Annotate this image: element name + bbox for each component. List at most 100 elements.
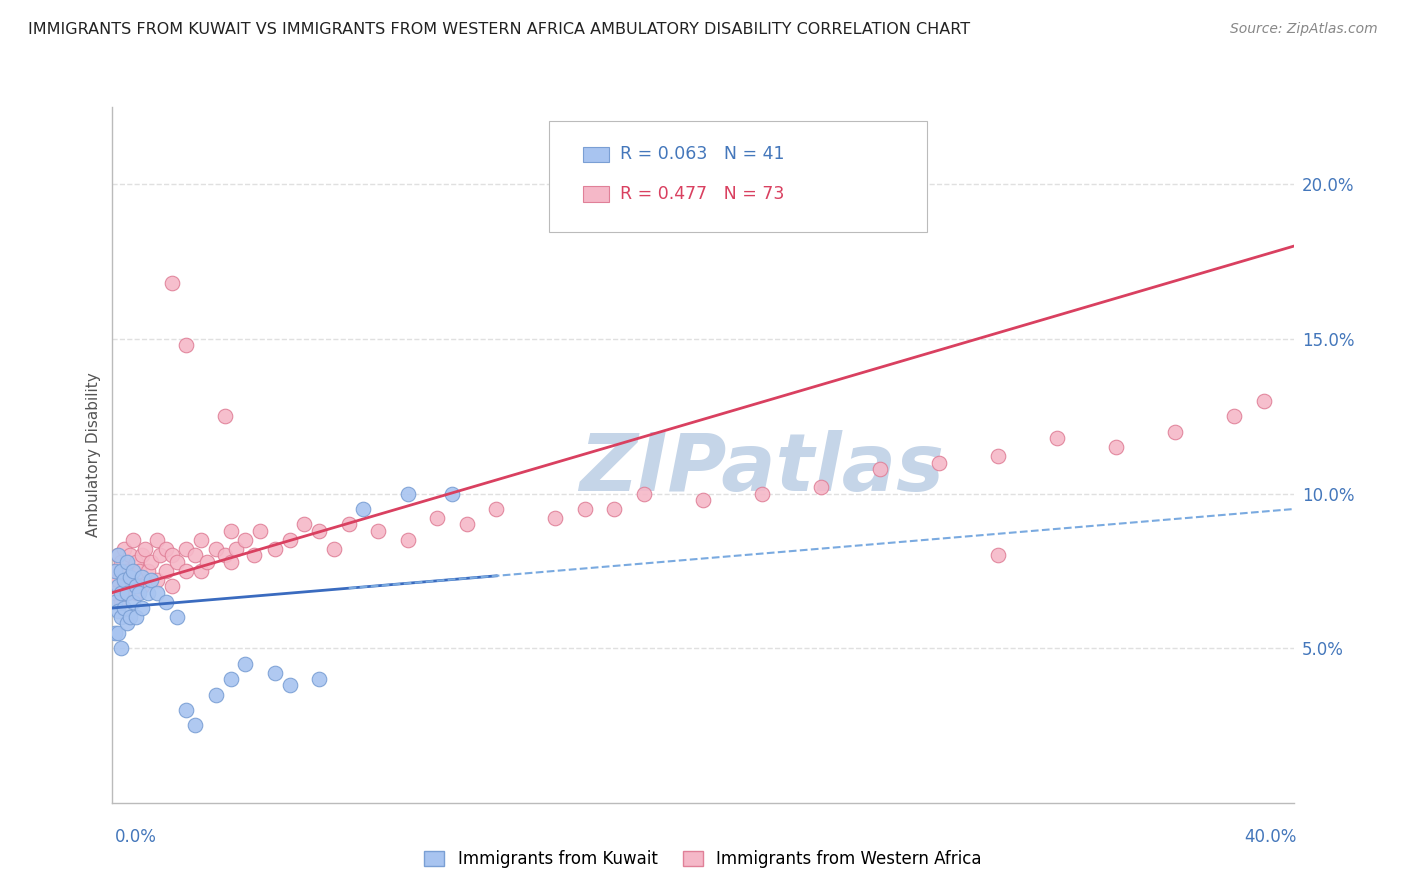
Point xyxy=(987,450,1010,464)
Point xyxy=(117,616,138,631)
Text: ZIPatlas: ZIPatlas xyxy=(579,430,945,508)
Point xyxy=(323,542,346,557)
Point xyxy=(308,672,330,686)
Point xyxy=(441,486,464,500)
Point xyxy=(233,533,256,547)
Point xyxy=(869,462,891,476)
Point xyxy=(149,549,172,563)
Point xyxy=(219,672,242,686)
Point xyxy=(134,542,156,557)
Point xyxy=(136,585,159,599)
Point xyxy=(110,564,132,578)
Point xyxy=(278,678,301,692)
Point xyxy=(128,564,150,578)
Point xyxy=(810,480,832,494)
Point xyxy=(485,502,508,516)
Point xyxy=(146,573,169,587)
Point xyxy=(112,579,135,593)
Point xyxy=(120,570,142,584)
Point xyxy=(278,533,301,547)
Text: 40.0%: 40.0% xyxy=(1244,828,1296,846)
Point xyxy=(633,486,655,500)
Point xyxy=(190,564,212,578)
Point xyxy=(136,564,159,578)
Point xyxy=(396,533,419,547)
FancyBboxPatch shape xyxy=(550,121,928,232)
Legend: Immigrants from Kuwait, Immigrants from Western Africa: Immigrants from Kuwait, Immigrants from … xyxy=(418,844,988,875)
Point xyxy=(928,456,950,470)
Point xyxy=(155,595,177,609)
Point xyxy=(120,573,142,587)
Y-axis label: Ambulatory Disability: Ambulatory Disability xyxy=(86,373,101,537)
Point xyxy=(184,718,207,732)
Point xyxy=(426,511,449,525)
Point xyxy=(125,555,148,569)
Point xyxy=(117,585,138,599)
Point xyxy=(337,517,360,532)
Point xyxy=(104,585,127,599)
Text: 0.0%: 0.0% xyxy=(115,828,157,846)
Point xyxy=(174,338,197,352)
Point xyxy=(131,549,153,563)
Point xyxy=(107,573,129,587)
Point xyxy=(139,555,162,569)
Point xyxy=(219,524,242,538)
Point xyxy=(751,486,773,500)
Point xyxy=(131,579,153,593)
Point xyxy=(243,549,266,563)
Point xyxy=(1253,393,1275,408)
Point xyxy=(107,604,129,618)
Point xyxy=(184,549,207,563)
Point xyxy=(107,549,129,563)
Text: IMMIGRANTS FROM KUWAIT VS IMMIGRANTS FROM WESTERN AFRICA AMBULATORY DISABILITY C: IMMIGRANTS FROM KUWAIT VS IMMIGRANTS FRO… xyxy=(28,22,970,37)
Point xyxy=(104,564,127,578)
Point xyxy=(174,703,197,717)
Point xyxy=(174,564,197,578)
Point xyxy=(166,555,188,569)
Point xyxy=(174,542,197,557)
Text: Source: ZipAtlas.com: Source: ZipAtlas.com xyxy=(1230,22,1378,37)
Point xyxy=(117,585,138,599)
Point xyxy=(110,555,132,569)
Point xyxy=(112,573,135,587)
Point xyxy=(110,641,132,656)
Point xyxy=(574,502,596,516)
Point xyxy=(146,533,169,547)
Point xyxy=(205,688,228,702)
Point xyxy=(544,511,567,525)
Point xyxy=(110,595,132,609)
Point xyxy=(214,549,236,563)
Point xyxy=(120,610,142,624)
Point xyxy=(122,564,145,578)
Point xyxy=(219,555,242,569)
Point xyxy=(112,542,135,557)
Point xyxy=(117,555,138,569)
Point xyxy=(104,625,127,640)
Point xyxy=(160,277,183,291)
Point xyxy=(692,492,714,507)
Point xyxy=(249,524,271,538)
Point xyxy=(139,573,162,587)
Point xyxy=(1046,431,1069,445)
Point xyxy=(122,533,145,547)
Point xyxy=(112,601,135,615)
Point xyxy=(128,585,150,599)
Point xyxy=(107,625,129,640)
Point xyxy=(110,610,132,624)
Point xyxy=(195,555,218,569)
Point xyxy=(264,542,287,557)
Point xyxy=(122,595,145,609)
Point xyxy=(396,486,419,500)
Point xyxy=(264,665,287,680)
FancyBboxPatch shape xyxy=(582,186,609,202)
Point xyxy=(131,570,153,584)
Point xyxy=(107,549,129,563)
Point xyxy=(1223,409,1246,424)
Point xyxy=(131,601,153,615)
Point xyxy=(160,579,183,593)
Point xyxy=(125,610,148,624)
Point xyxy=(225,542,247,557)
Text: R = 0.477   N = 73: R = 0.477 N = 73 xyxy=(620,185,785,203)
Point xyxy=(190,533,212,547)
Point xyxy=(104,595,127,609)
